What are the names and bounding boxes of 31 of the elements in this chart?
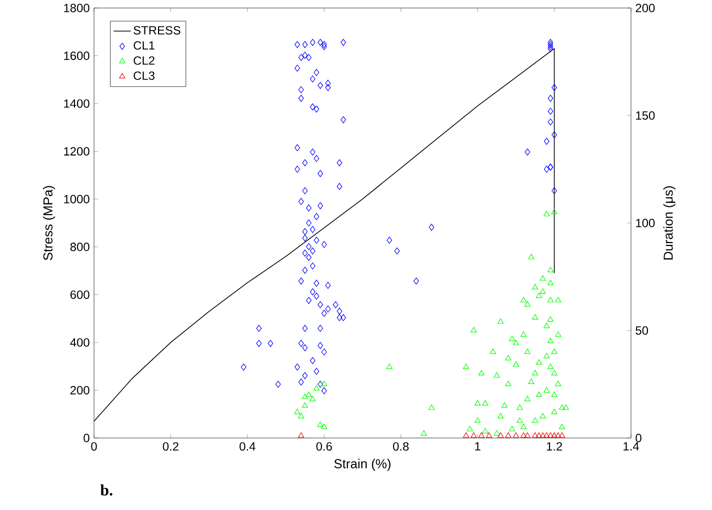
x-tick-label: 1.2 <box>546 442 562 451</box>
x-tick-label: 0.8 <box>393 442 409 451</box>
y2-tick-label: 200 <box>636 4 655 12</box>
y2-tick-label: 150 <box>636 111 655 120</box>
y-tick-label: 200 <box>70 386 90 394</box>
x-tick-label: 1.4 <box>624 442 639 450</box>
x-tick-label: 0.6 <box>316 442 332 451</box>
legend-label: CL2 <box>134 56 154 65</box>
x-tick-label: 0.4 <box>240 442 256 451</box>
y-tick-label: 1800 <box>64 4 90 12</box>
y-tick-label: 400 <box>70 338 90 347</box>
y2-tick-label: 0 <box>636 434 642 442</box>
y-tick-label: 0 <box>84 434 90 442</box>
y-tick-label: 600 <box>70 290 90 299</box>
y-tick-label: 1000 <box>64 194 90 204</box>
y-tick-label: 1200 <box>64 147 90 156</box>
x-tick-label: 0.2 <box>162 442 178 451</box>
y2-tick-label: 100 <box>636 218 655 228</box>
y-tick-label: 1400 <box>64 99 90 108</box>
y2-axis-title: Duration (μs) <box>663 186 676 260</box>
x-axis-title: Strain (%) <box>334 458 390 471</box>
y-axis-title: Stress (MPa) <box>42 186 56 260</box>
x-tick-label: 0 <box>91 442 97 451</box>
y-tick-label: 1600 <box>64 52 90 60</box>
x-tick-label: 1 <box>475 442 480 450</box>
y-tick-label: 800 <box>70 242 90 252</box>
legend-label: CL3 <box>134 71 154 80</box>
legend-label: CL1 <box>134 41 154 50</box>
legend-label: STRESS <box>134 26 180 35</box>
text: b. <box>100 484 112 496</box>
y2-tick-label: 50 <box>636 326 648 335</box>
